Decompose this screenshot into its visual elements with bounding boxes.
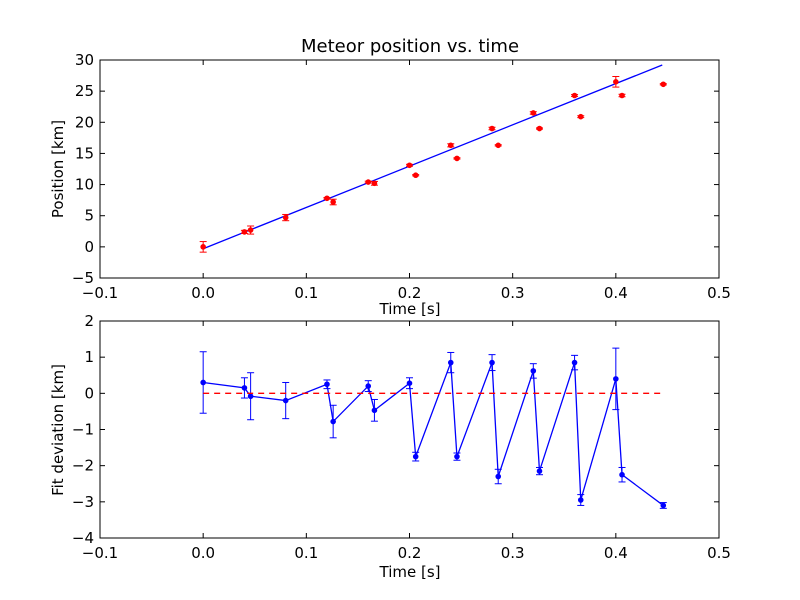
deviation-axes-frame [99,320,720,539]
position-point [241,229,248,235]
position-point [577,113,584,120]
x-tick-label: 0.4 [604,284,628,302]
position-point [613,79,619,85]
x-tick-label: 0.0 [191,544,215,562]
x-tick-label: −0.1 [82,544,118,562]
position-point [371,180,378,187]
deviation-point [530,368,537,374]
deviation-point [495,473,502,480]
x-tick-label: 0.3 [501,544,525,562]
deviation-plot-area [199,347,667,509]
x-tick-label: 0.2 [398,544,422,562]
x-tick-label: 0.3 [501,284,525,302]
y-tick-label: 5 [84,207,94,225]
deviation-point [619,471,625,478]
deviation-line [203,362,664,506]
deviation-chart: −0.1 0.0 0.1 0.2 0.3 0.4 0.5 −4 −3 −2 −1 0 1 2 Time [… [49,312,731,581]
y-tick-label: 25 [75,82,94,100]
deviation-point [454,453,460,460]
y-tick-label: 30 [75,51,94,69]
chart-title: Meteor position vs. time [301,36,519,57]
position-point [365,179,372,185]
y-tick-label: 10 [75,176,94,194]
position-point [247,227,254,233]
deviation-point [571,359,578,366]
y-tick-label: 15 [75,144,94,162]
y-tick-label: 2 [84,312,94,330]
y-tick-label: 0 [84,384,94,402]
deviation-point [282,397,289,404]
deviation-point [406,380,413,387]
y-tick-label: −5 [72,269,94,287]
deviation-point [324,381,330,388]
position-point [660,81,667,88]
deviation-point [613,376,619,382]
x-tick-label: 0.5 [707,284,731,302]
deviation-ticks: −0.1 0.0 0.1 0.2 0.3 0.4 0.5 −4 −3 −2 −1 0 1 2 [72,312,731,562]
fit-line [202,64,663,250]
y-tick-label: −4 [72,529,94,547]
position-point [536,125,543,132]
position-point [200,244,206,250]
x-tick-label: 0.0 [191,284,215,302]
deviation-point [200,379,206,386]
deviation-point [241,385,248,391]
x-tick-label: 0.1 [294,284,318,302]
deviation-point [412,453,419,460]
x-tick-label: 0.1 [294,544,318,562]
position-axes-frame [99,59,720,279]
position-point [530,110,537,116]
position-point [489,125,495,132]
position-point [282,214,289,221]
x-tick-label: 0.2 [398,284,422,302]
x-tick-label: 0.5 [707,544,731,562]
position-point [619,92,625,99]
position-point [330,199,336,205]
position-point [571,92,578,99]
deviation-x-axis-label: Time [s] [379,563,441,581]
deviation-y-axis-label: Fit deviation [km] [49,364,67,496]
position-point [454,155,460,162]
deviation-point [371,407,378,414]
deviation-point [577,497,584,503]
deviation-point [660,502,667,509]
deviation-point [447,359,454,366]
deviation-point [489,359,495,366]
position-point [406,162,413,169]
position-point [412,172,419,179]
position-y-axis-label: Position [km] [49,120,67,218]
deviation-point [247,393,254,400]
deviation-point [536,468,543,474]
position-x-axis-label: Time [s] [379,300,441,318]
y-tick-label: 0 [84,238,94,256]
position-point [495,142,502,149]
deviation-point [330,418,336,425]
y-tick-label: 20 [75,113,94,131]
position-point [447,142,454,149]
y-tick-label: −1 [72,421,94,439]
y-tick-label: −3 [72,493,94,511]
y-tick-label: −2 [72,457,94,475]
deviation-point [365,383,372,389]
y-tick-label: 1 [84,348,94,366]
x-tick-label: −0.1 [82,284,118,302]
position-ticks: −0.1 0.0 0.1 0.2 0.3 0.4 0.5 −5 0 5 10 15 20 25 30 [72,51,731,302]
position-chart: Meteor position vs. time −0.1 0.0 0.1 0.2 0.… [49,36,731,318]
x-tick-label: 0.4 [604,544,628,562]
position-plot-area [199,64,667,253]
position-point [324,195,330,202]
